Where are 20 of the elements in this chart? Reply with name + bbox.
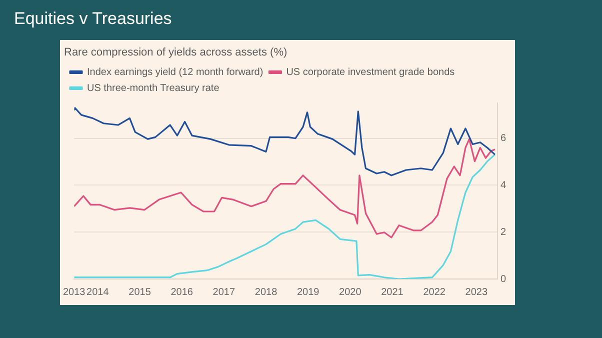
y-tick-label: 0 bbox=[500, 274, 506, 285]
x-tick-label: 2014 bbox=[86, 286, 110, 298]
x-tick-label: 2018 bbox=[254, 286, 278, 298]
y-tick-label: 4 bbox=[500, 180, 506, 191]
chart-title: Equities v Treasuries bbox=[14, 9, 172, 29]
y-tick-label: 2 bbox=[500, 226, 506, 238]
x-tick-label: 2019 bbox=[296, 286, 320, 298]
x-tick-label: 2020 bbox=[339, 286, 362, 298]
x-tick-label: 2013 bbox=[63, 286, 86, 298]
x-tick-label: 2017 bbox=[212, 286, 236, 298]
x-tick-label: 2021 bbox=[381, 286, 404, 298]
legend-label: US corporate investment grade bonds bbox=[286, 66, 455, 78]
chart-subtitle: Rare compression of yields across assets (%) bbox=[64, 46, 288, 59]
x-tick-label: 2015 bbox=[128, 286, 152, 298]
legend-label: Index earnings yield (12 month forward) bbox=[87, 66, 264, 78]
x-tick-label: 2023 bbox=[465, 286, 488, 298]
legend-label: US three-month Treasury rate bbox=[87, 82, 220, 94]
y-tick-label: 6 bbox=[500, 133, 506, 144]
x-tick-label: 2022 bbox=[423, 286, 446, 298]
x-tick-label: 2016 bbox=[170, 286, 194, 298]
